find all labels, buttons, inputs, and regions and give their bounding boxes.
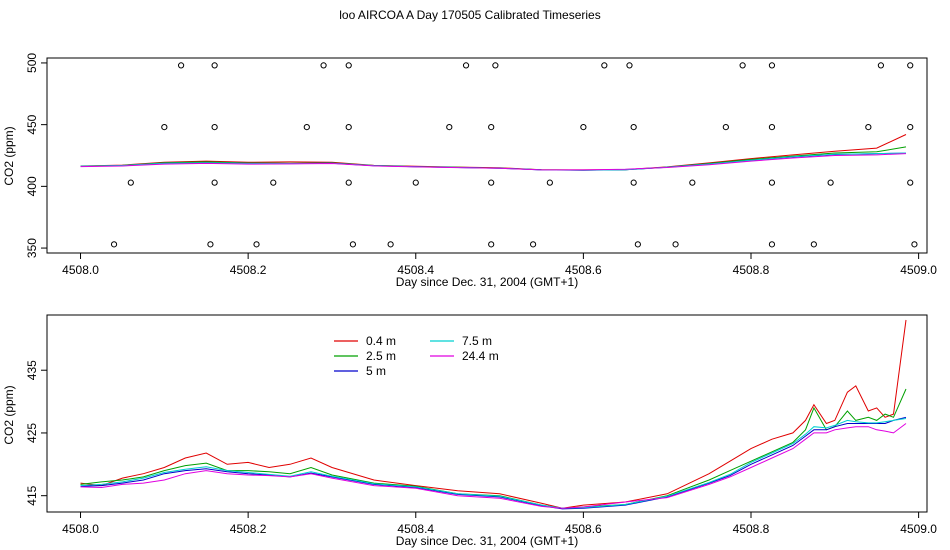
flagged-point [768,241,776,248]
flagged-point [127,179,134,186]
flagged-point [345,62,352,69]
flagged-point [865,124,872,131]
x-tick-label: 4509.0 [900,522,937,536]
series-line [80,134,907,171]
flagged-point [349,241,357,248]
flagged-point [492,62,499,69]
flagged-point [446,124,453,131]
flagged-point [387,241,394,248]
x-tick-label: 4508.0 [62,522,99,536]
x-tick-label: 4508.8 [733,522,770,536]
x-axis-ticks: 4508.0 4508.2 4508.4 4508.6 4508.8 4509.0 [62,512,937,536]
flagged-point [877,62,885,69]
flagged-point [634,241,641,248]
flagged-points [110,62,918,248]
flagged-point [626,62,633,69]
y-axis-ticks: 350 400 450 500 [25,53,47,258]
y-axis-label: CO2 (ppm) [2,385,16,444]
y-tick-label: 400 [25,176,39,196]
x-tick-label: 4509.0 [900,263,937,277]
flagged-point [601,62,608,69]
flagged-point [768,62,776,69]
x-tick-label: 4508.6 [565,522,602,536]
y-tick-label: 450 [25,114,39,134]
y-tick-label: 350 [25,238,39,258]
legend-label: 0.4 m [366,334,396,348]
flagged-point [253,241,260,248]
flagged-point [907,179,914,186]
flagged-point [911,241,918,248]
flagged-point [768,124,776,131]
legend-label: 7.5 m [462,334,492,348]
flagged-point [488,124,495,131]
flagged-point [177,62,185,69]
series-lines [80,134,907,171]
flagged-point [739,62,746,69]
chart-panel-bottom: 4508.0 4508.2 4508.4 4508.6 4508.8 4509.0 415… [2,314,937,548]
flagged-point [827,179,834,186]
plot-frame [46,57,928,254]
flagged-point [110,241,118,248]
series-line [80,423,907,509]
flagged-point [630,124,637,131]
flagged-point [412,179,419,186]
y-tick-label: 435 [25,360,39,380]
x-tick-label: 4508.2 [230,522,267,536]
legend-label: 5 m [366,364,386,378]
x-tick-label: 4508.0 [62,263,99,277]
flagged-point [211,179,218,186]
flagged-point [672,241,679,248]
flagged-point [907,62,914,69]
chart-panel-top: 4508.0 4508.2 4508.4 4508.6 4508.8 4509.0 350… [2,53,937,289]
x-axis-label: Day since Dec. 31, 2004 (GMT+1) [396,275,578,289]
flagged-point [207,241,214,248]
x-tick-label: 4508.4 [397,522,434,536]
flagged-point [270,179,277,186]
flagged-point [303,124,310,131]
x-tick-label: 4508.8 [733,263,770,277]
flagged-point [630,179,637,186]
y-axis-ticks: 415 425 435 [25,360,47,506]
flagged-point [810,241,817,248]
flagged-point [580,124,587,131]
flagged-point [488,241,495,248]
flagged-point [546,179,553,186]
flagged-point [907,124,914,131]
legend: 0.4 m2.5 m5 m 7.5 m24.4 m [334,334,499,378]
y-tick-label: 500 [25,53,39,73]
legend-label: 24.4 m [462,349,499,363]
flagged-point [345,124,352,131]
x-tick-label: 4508.2 [230,263,267,277]
y-axis-label: CO2 (ppm) [2,126,16,185]
flagged-point [211,62,218,69]
flagged-point [462,62,470,69]
flagged-point [345,179,352,186]
flagged-point [488,179,495,186]
x-axis-label: Day since Dec. 31, 2004 (GMT+1) [396,534,578,548]
x-tick-label: 4508.4 [397,263,434,277]
flagged-point [529,241,537,248]
series-line [80,319,907,509]
x-tick-label: 4508.6 [565,263,602,277]
legend-label: 2.5 m [366,349,396,363]
series-lines [80,319,907,510]
figure-title: loo AIRCOA A Day 170505 Calibrated Times… [339,8,600,22]
plot-frame [46,314,928,513]
x-axis-ticks: 4508.0 4508.2 4508.4 4508.6 4508.8 4509.0 [62,253,937,277]
flagged-point [320,62,327,69]
flagged-point [161,124,168,131]
series-line [80,153,907,171]
y-tick-label: 415 [25,485,39,505]
flagged-point [768,179,776,186]
flagged-point [211,124,218,131]
flagged-point [689,179,696,186]
y-tick-label: 425 [25,423,39,443]
series-line [80,416,907,510]
flagged-point [722,124,729,131]
